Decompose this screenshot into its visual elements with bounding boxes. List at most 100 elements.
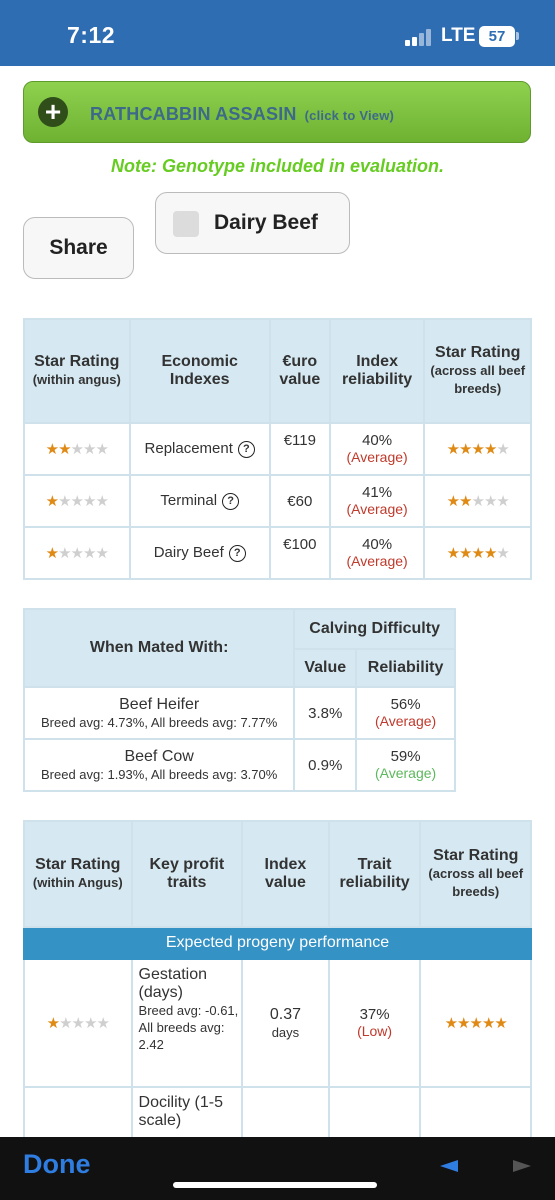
star-filled-icon: ★: [494, 1015, 507, 1032]
forward-arrow-icon[interactable]: [513, 1160, 531, 1172]
euro-value: €100: [268, 526, 331, 580]
header-index-value: Index value: [241, 820, 330, 928]
star-filled-icon: ★: [444, 1015, 458, 1032]
star-empty-icon: ★: [70, 493, 84, 510]
star-rating-across: ★★★★★: [423, 474, 532, 528]
euro-value: €60: [268, 474, 331, 528]
star-filled-icon: ★: [45, 441, 59, 458]
calving-value: 0.9%: [293, 738, 358, 792]
trait-reliability: 37% (Low): [327, 958, 422, 1088]
reliability: 41% (Average): [328, 474, 426, 528]
star-filled-icon: ★: [483, 441, 497, 458]
euro-value: €119: [268, 422, 331, 476]
star-empty-icon: ★: [496, 545, 509, 562]
index-name: Terminal?: [128, 474, 271, 528]
status-bar: 7:12 LTE 57: [0, 0, 555, 66]
star-rating-within: ★★★★★: [23, 958, 133, 1088]
table-row: Beef Cow Breed avg: 1.93%, All breeds avg…: [22, 738, 456, 792]
star-filled-icon: ★: [58, 441, 71, 458]
star-filled-icon: ★: [471, 545, 485, 562]
star-rating-within: ★★★★★: [23, 474, 131, 528]
header-star-within: Star Rating (within Angus): [23, 820, 133, 928]
mated-with-cell: Beef Cow Breed avg: 1.93%, All breeds avg…: [22, 738, 296, 792]
index-name: Dairy Beef?: [128, 526, 271, 580]
star-empty-icon: ★: [70, 545, 84, 562]
click-hint: (click to View): [304, 108, 395, 123]
star-empty-icon: ★: [471, 493, 485, 510]
calving-difficulty-table: When Mated With: Calving Difficulty Valu…: [22, 608, 456, 792]
calving-reliability: 56% (Average): [355, 686, 456, 740]
star-empty-icon: ★: [496, 493, 509, 510]
home-indicator: [173, 1182, 377, 1188]
header-calving-difficulty: Calving Difficulty: [293, 608, 456, 650]
dairy-beef-checkbox[interactable]: [173, 211, 199, 237]
star-filled-icon: ★: [46, 1015, 60, 1032]
key-profit-traits-table: Star Rating (within Angus) Key profit tra…: [23, 820, 532, 1148]
header-value: Value: [293, 648, 358, 688]
star-empty-icon: ★: [95, 493, 108, 510]
header-economic-indexes: Economic Indexes: [128, 318, 271, 424]
trait-name: Gestation (days) Breed avg: -0.61, All br…: [130, 958, 244, 1088]
status-time: 7:12: [67, 22, 116, 48]
table-row: ★★★★★ Replacement? €119 40% (Average) ★★★…: [23, 422, 532, 476]
star-filled-icon: ★: [483, 545, 497, 562]
help-icon[interactable]: ?: [237, 441, 255, 458]
star-filled-icon: ★: [45, 545, 59, 562]
star-empty-icon: ★: [496, 441, 509, 458]
star-filled-icon: ★: [45, 493, 59, 510]
star-filled-icon: ★: [471, 441, 485, 458]
help-icon[interactable]: ?: [222, 493, 240, 510]
back-arrow-icon[interactable]: [440, 1160, 458, 1172]
table-row: ★★★★★ Terminal? €60 41% (Average) ★★★★★: [23, 474, 532, 528]
mated-with-cell: Beef Heifer Breed avg: 4.73%, All breeds …: [22, 686, 296, 740]
header-star-across: Star Rating (across all beef breeds): [419, 820, 532, 928]
reliability: 40% (Average): [328, 422, 426, 476]
star-empty-icon: ★: [95, 545, 108, 562]
star-empty-icon: ★: [483, 493, 497, 510]
header-trait-reliability: Trait reliability: [327, 820, 422, 928]
star-empty-icon: ★: [58, 493, 71, 510]
header-key-profit-traits: Key profit traits: [130, 820, 244, 928]
header-index-reliability: Index reliability: [328, 318, 426, 424]
star-filled-icon: ★: [446, 545, 460, 562]
table-row: ★★★★★ Gestation (days) Breed avg: -0.61, …: [23, 958, 532, 1088]
header-mated-with: When Mated With:: [22, 608, 296, 688]
reliability: 40% (Average): [328, 526, 426, 580]
star-empty-icon: ★: [82, 493, 96, 510]
star-empty-icon: ★: [83, 1015, 97, 1032]
star-empty-icon: ★: [82, 441, 96, 458]
expected-progeny-band: Expected progeny performance: [23, 926, 532, 960]
battery-tip: [516, 32, 519, 40]
done-button[interactable]: Done: [23, 1149, 91, 1179]
bull-name: RATHCABBIN ASSASIN (click to View): [90, 104, 395, 124]
star-filled-icon: ★: [459, 441, 472, 458]
battery-icon: 57: [479, 26, 515, 47]
star-filled-icon: ★: [457, 1015, 470, 1032]
bull-banner[interactable]: + RATHCABBIN ASSASIN (click to View): [23, 81, 531, 143]
bottom-toolbar: Done: [0, 1137, 555, 1200]
header-euro-value: €uro value: [268, 318, 331, 424]
star-rating-across: ★★★★★: [423, 526, 532, 580]
dairy-beef-toggle[interactable]: Dairy Beef: [155, 192, 350, 254]
star-filled-icon: ★: [469, 1015, 483, 1032]
help-icon[interactable]: ?: [228, 545, 246, 562]
economic-indexes-table: Star Rating (within angus) Economic Index…: [23, 318, 532, 580]
star-filled-icon: ★: [446, 441, 460, 458]
plus-icon: +: [38, 97, 68, 127]
calving-value: 3.8%: [293, 686, 358, 740]
star-empty-icon: ★: [71, 1015, 85, 1032]
star-rating-within: ★★★★★: [23, 526, 131, 580]
genotype-note: Note: Genotype included in evaluation.: [110, 156, 445, 176]
share-button[interactable]: Share: [23, 217, 134, 279]
star-rating-within: ★★★★★: [23, 422, 131, 476]
star-empty-icon: ★: [59, 1015, 72, 1032]
star-empty-icon: ★: [96, 1015, 109, 1032]
header-star-within: Star Rating (within angus): [23, 318, 131, 424]
table-row: Beef Heifer Breed avg: 4.73%, All breeds …: [22, 686, 456, 740]
header-reliability: Reliability: [355, 648, 456, 688]
signal-icon: [405, 28, 433, 46]
trait-value: 0.37 days: [241, 958, 330, 1088]
star-rating-across: ★★★★★: [419, 958, 532, 1088]
star-rating-across: ★★★★★: [423, 422, 532, 476]
dairy-beef-label: Dairy Beef: [214, 211, 318, 234]
